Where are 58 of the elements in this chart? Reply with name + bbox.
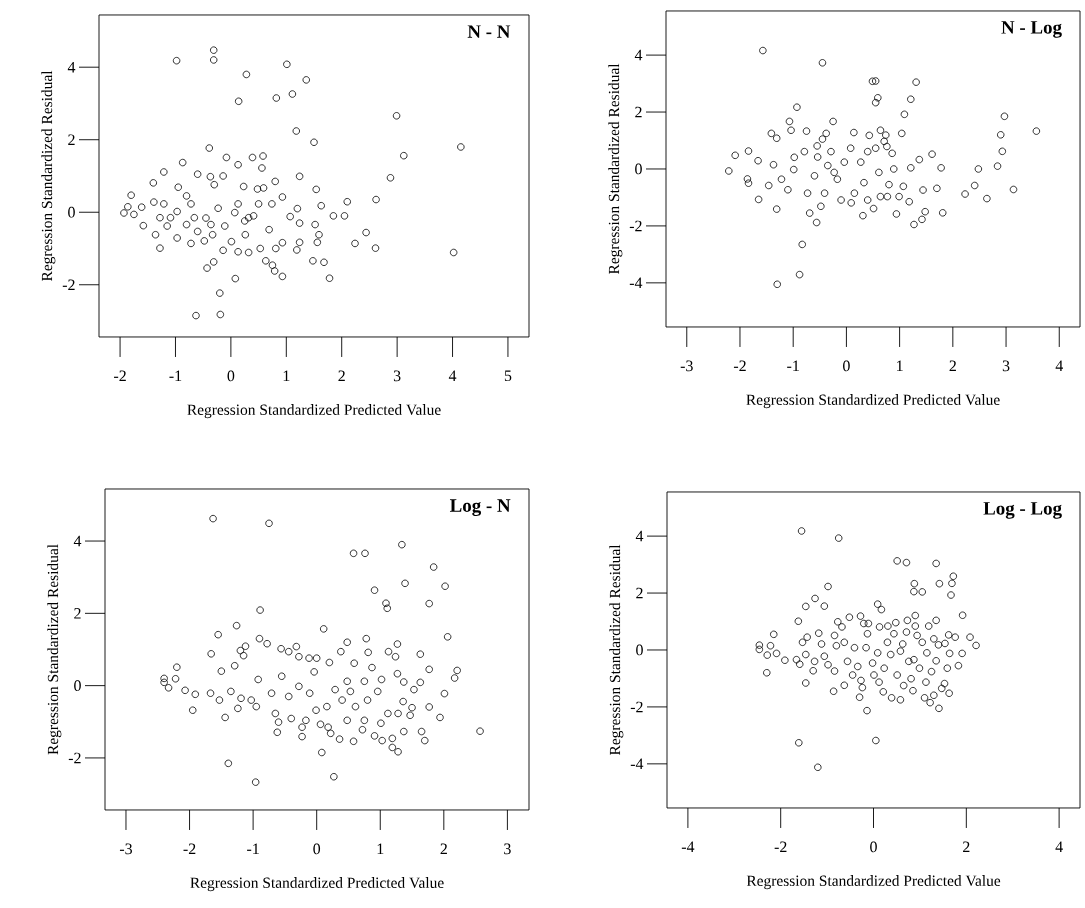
x-tick-label: 4 — [448, 370, 457, 381]
x-tick-label: 2 — [440, 843, 447, 855]
x-tick-label: 5 — [504, 370, 512, 382]
chart-title: Log - N — [449, 499, 511, 516]
chart-title: Log - Log — [983, 502, 1062, 519]
x-axis-title: Regression Standardized Predicted Value — [746, 875, 1001, 890]
y-tick-label: -2 — [630, 701, 643, 713]
y-tick-label: 4 — [634, 49, 643, 61]
x-tick-label: -3 — [119, 843, 132, 855]
y-tick-label: 2 — [68, 134, 75, 145]
y-tick-label: -2 — [62, 279, 75, 291]
x-tick-label: 0 — [843, 360, 850, 372]
y-axis-title: Regression Standardized Residual — [609, 544, 624, 756]
x-tick-label: -1 — [787, 360, 799, 372]
y-tick-label: 0 — [635, 163, 642, 175]
y-tick-label: -4 — [629, 277, 643, 289]
x-tick-label: -1 — [247, 843, 259, 855]
y-tick-label: 2 — [74, 608, 81, 619]
x-tick-label: 0 — [227, 370, 235, 382]
x-tick-label: 2 — [963, 841, 970, 853]
x-tick-label: 1 — [283, 370, 290, 382]
y-tick-label: -2 — [629, 220, 642, 232]
x-tick-label: -1 — [169, 370, 182, 382]
y-tick-label: 4 — [67, 61, 76, 73]
x-tick-label: 3 — [504, 843, 511, 855]
x-tick-label: -4 — [681, 841, 695, 852]
y-tick-label: 4 — [73, 535, 82, 547]
x-tick-label: 1 — [377, 843, 384, 855]
x-tick-label: -2 — [183, 843, 196, 855]
x-axis-title: Regression Standardized Predicted Value — [187, 404, 441, 419]
x-tick-label: 1 — [897, 360, 903, 372]
y-tick-label: 0 — [636, 644, 643, 656]
x-tick-label: 4 — [1055, 841, 1063, 852]
x-tick-label: 0 — [870, 841, 877, 853]
y-axis-title: Regression Standardized Residual — [41, 70, 56, 282]
y-tick-label: 0 — [68, 206, 75, 218]
y-axis-title: Regression Standardized Residual — [47, 544, 62, 755]
x-tick-label: 2 — [949, 360, 956, 372]
x-tick-label: 3 — [1002, 360, 1010, 372]
y-tick-label: 4 — [635, 530, 644, 542]
chart-title: N - N — [467, 25, 511, 38]
x-tick-label: 3 — [393, 370, 401, 382]
x-tick-label: -2 — [114, 370, 126, 382]
y-axis-title: Regression Standardized Residual — [608, 63, 623, 275]
y-tick-label: 2 — [635, 106, 642, 118]
y-tick-label: 0 — [74, 680, 81, 692]
y-tick-label: -2 — [68, 752, 81, 764]
x-tick-label: 2 — [338, 370, 345, 382]
y-tick-label: -4 — [630, 758, 644, 770]
x-axis-title: Regression Standardized Predicted Value — [746, 394, 1000, 409]
y-tick-label: 2 — [636, 587, 643, 599]
x-tick-label: 0 — [313, 843, 321, 855]
chart-title: N - Log — [1001, 21, 1062, 38]
x-tick-label: -3 — [680, 360, 693, 372]
x-tick-label: 4 — [1055, 360, 1063, 371]
x-tick-label: -2 — [733, 360, 746, 372]
x-tick-label: -2 — [774, 841, 787, 853]
x-axis-title: Regression Standardized Predicted Value — [190, 877, 444, 892]
